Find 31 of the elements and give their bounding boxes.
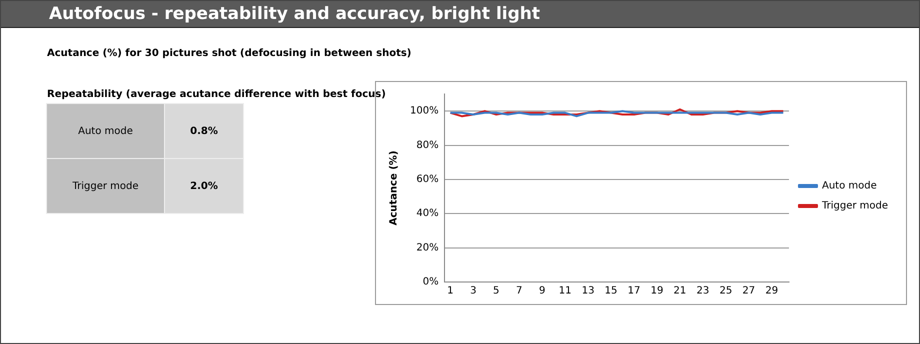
x-tick-label: 7 <box>516 286 522 297</box>
x-tick-label: 19 <box>650 286 664 297</box>
text: Acutance (%) for 30 pictures shot (defocusing in between shots) <box>47 48 412 59</box>
x-tick-label: 21 <box>674 286 686 297</box>
y-axis-title: Acutance (%) <box>388 150 400 226</box>
data-label: 0.8% <box>164 104 244 158</box>
y-tick-label: 20% <box>416 242 439 254</box>
x-tick-label: 3 <box>470 286 476 297</box>
x-tick-label: 23 <box>696 286 710 297</box>
x-tick-label: 27 <box>742 286 756 297</box>
x-tick-label: 15 <box>604 286 618 297</box>
y-tick-label: 100% <box>410 106 439 117</box>
y-tick-label: 80% <box>416 140 439 151</box>
y-tick-label: 40% <box>416 208 439 220</box>
x-tick-label: 13 <box>582 286 594 297</box>
legend-label: Trigger mode <box>820 200 888 212</box>
data-label: 2.0% <box>164 158 244 214</box>
x-tick-label: 29 <box>765 286 778 297</box>
x-tick-label: 11 <box>558 286 572 297</box>
category-label: Auto mode <box>46 104 164 158</box>
y-tick-label: 0% <box>422 276 439 288</box>
category-label: Trigger mode <box>46 158 164 214</box>
legend-label: Auto mode <box>822 180 877 192</box>
x-tick-label: 5 <box>493 286 500 297</box>
text: Repeatability (average acutance difference with best focus) <box>47 89 386 100</box>
text: Autofocus - repeatability and accuracy, bright light <box>1 1 919 28</box>
x-tick-label: 1 <box>447 286 454 297</box>
x-tick-label: 25 <box>719 286 732 297</box>
x-tick-label: 9 <box>538 286 546 297</box>
x-tick-label: 17 <box>628 286 640 297</box>
y-tick-label: 60% <box>416 174 439 186</box>
